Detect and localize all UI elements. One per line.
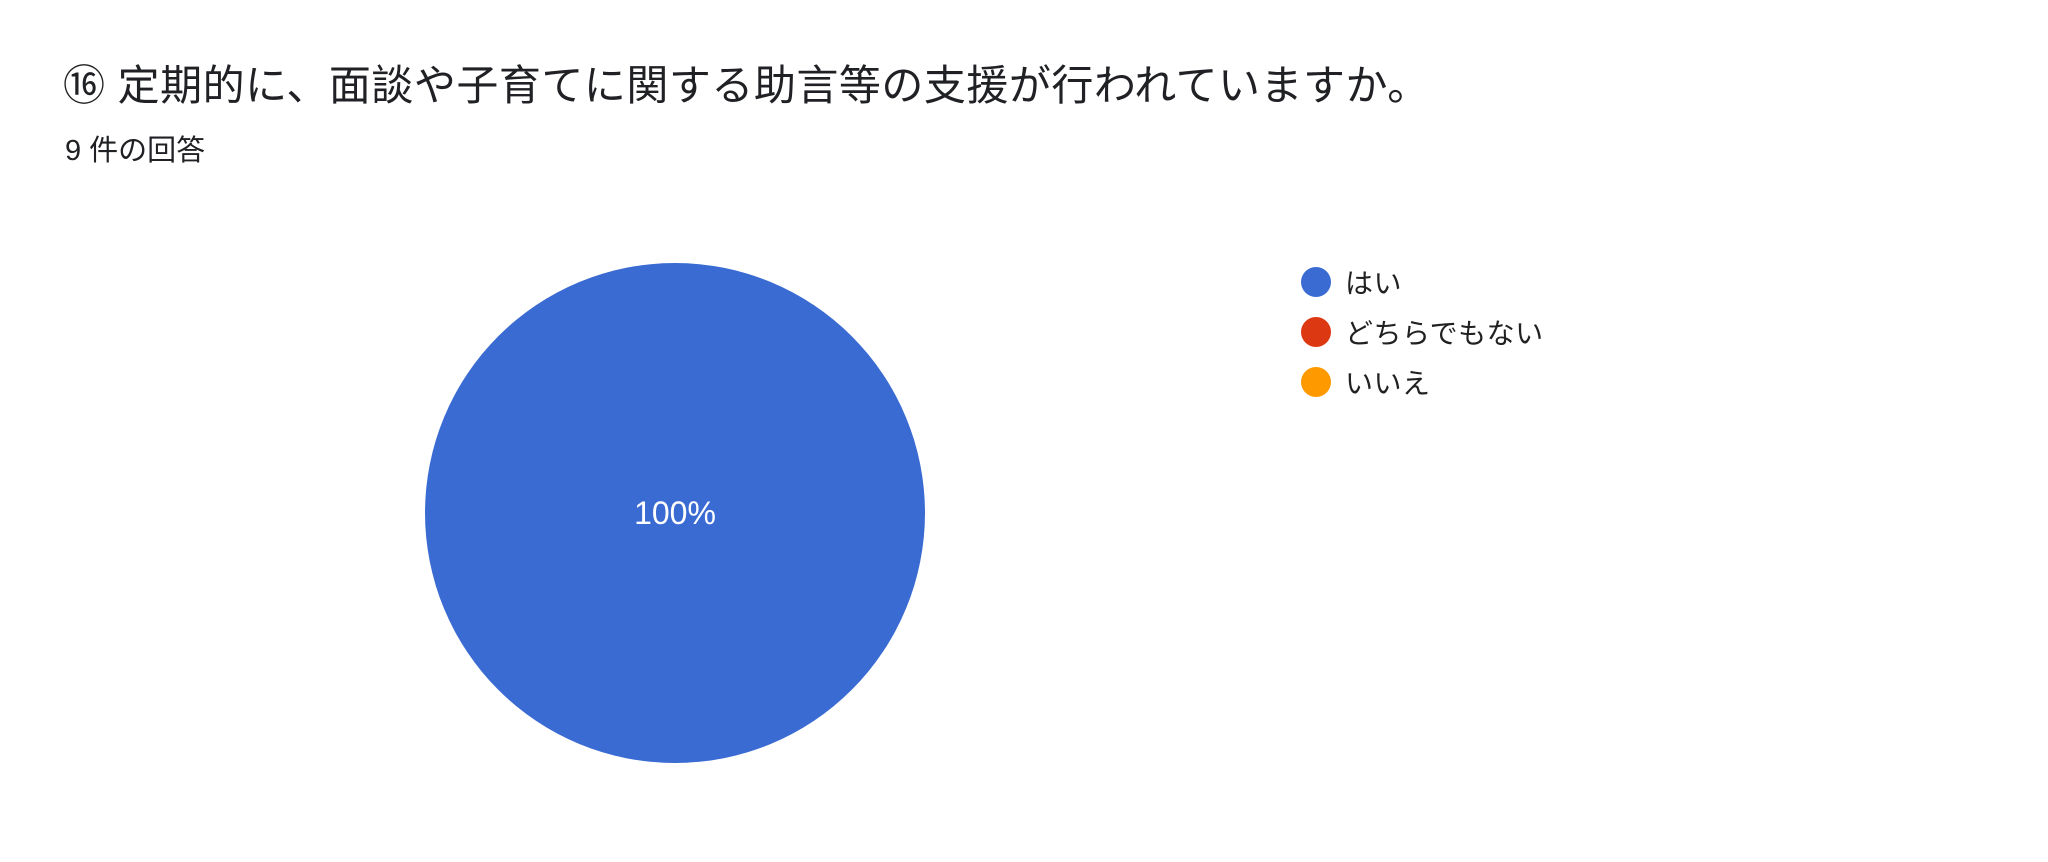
chart-legend: はい どちらでもない いいえ: [1301, 267, 1544, 399]
pie-chart-slice-hai[interactable]: 100%: [425, 263, 925, 763]
legend-item-iie[interactable]: いいえ: [1301, 367, 1544, 399]
legend-label-hai: はい: [1345, 268, 1403, 299]
legend-item-hai[interactable]: はい: [1301, 267, 1544, 299]
pie-percentage-label: 100%: [634, 494, 716, 531]
legend-swatch-iie-icon: [1301, 367, 1331, 397]
legend-swatch-hai-icon: [1301, 267, 1331, 297]
legend-label-iie: いいえ: [1345, 368, 1431, 399]
legend-label-dochirademonai: どちらでもない: [1345, 318, 1544, 349]
legend-swatch-dochirademonai-icon: [1301, 317, 1331, 347]
response-count: 9 件の回答: [65, 135, 206, 167]
question-title: ⑯ 定期的に、面談や子育てに関する助言等の支援が行われていますか。: [63, 62, 1430, 109]
legend-item-dochirademonai[interactable]: どちらでもない: [1301, 317, 1544, 349]
